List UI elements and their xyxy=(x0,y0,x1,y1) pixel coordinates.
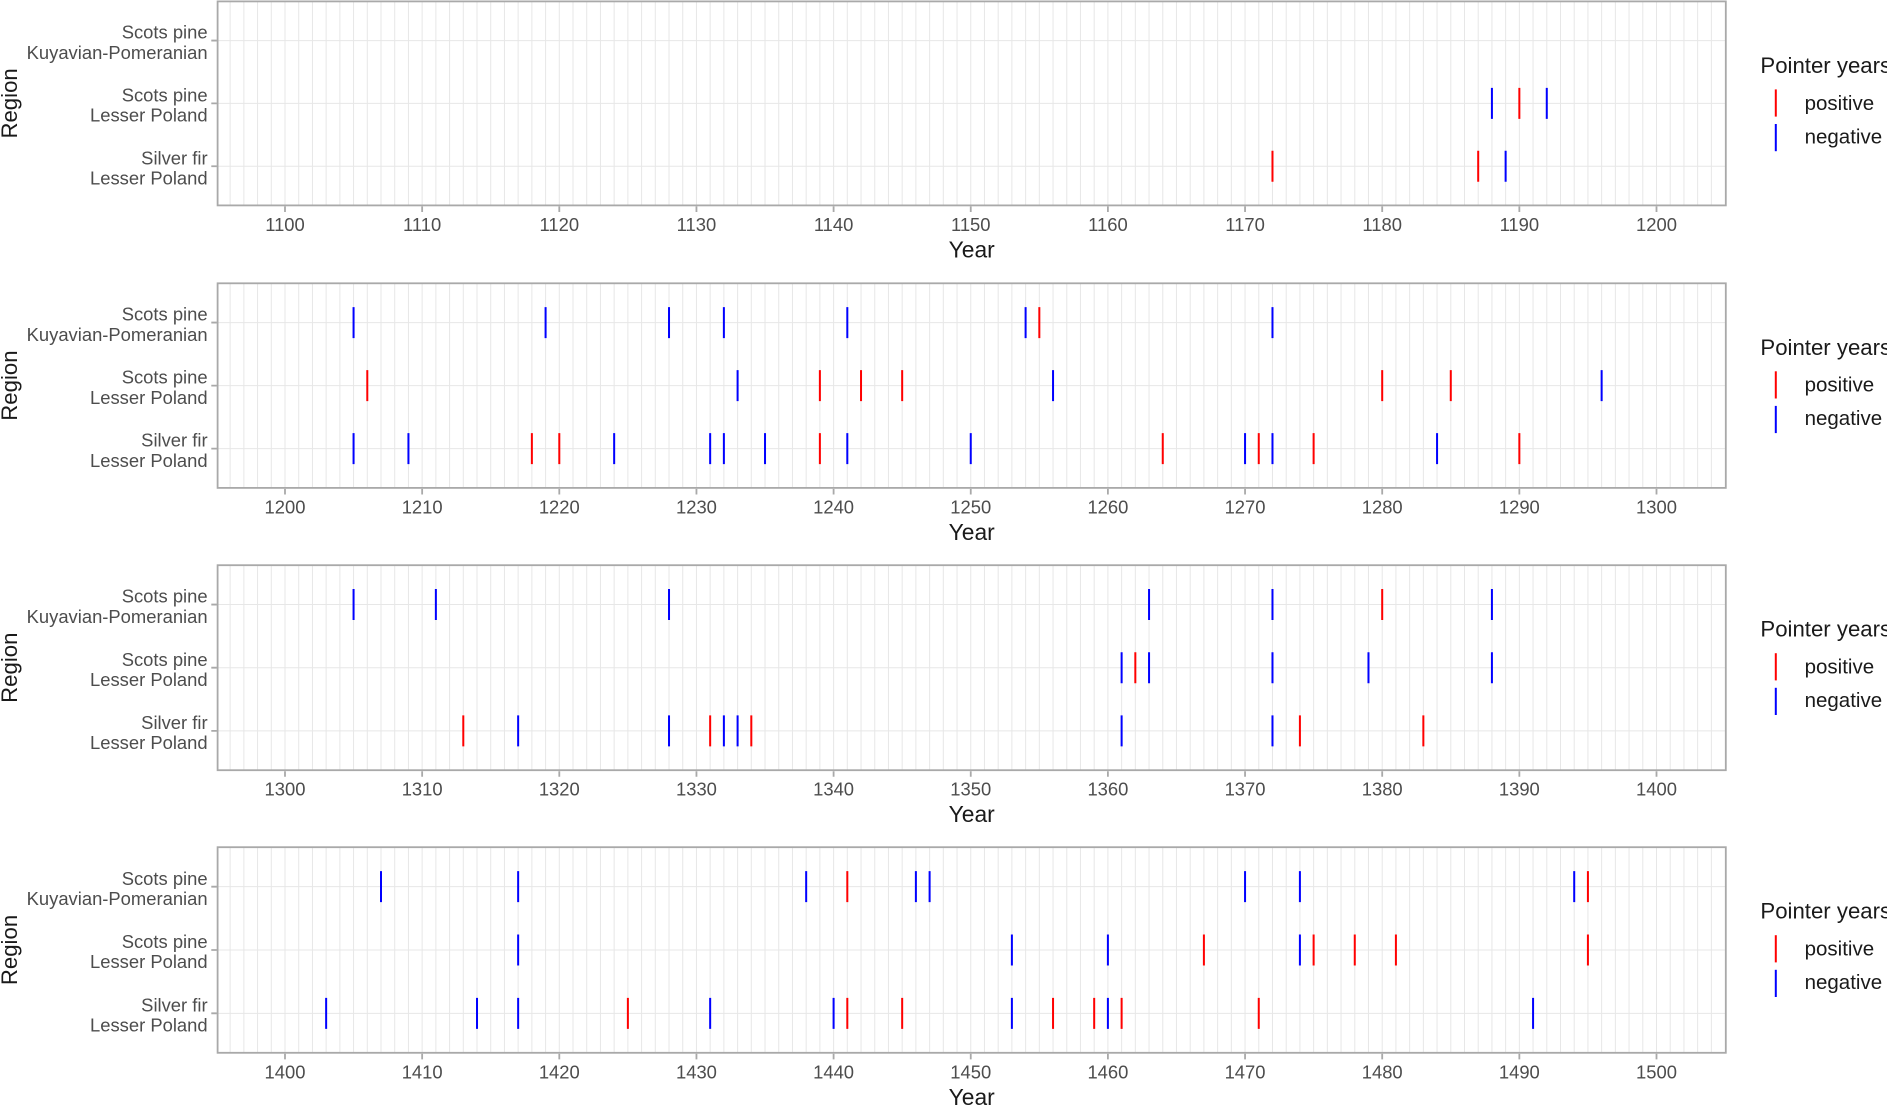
svg-text:1480: 1480 xyxy=(1362,1061,1403,1082)
svg-text:negative: negative xyxy=(1805,125,1883,148)
svg-text:Scots pine: Scots pine xyxy=(122,367,208,388)
svg-text:1120: 1120 xyxy=(540,214,580,235)
svg-text:Silver fir: Silver fir xyxy=(141,430,207,451)
svg-text:1460: 1460 xyxy=(1087,1061,1128,1082)
svg-text:Pointer years: Pointer years xyxy=(1760,899,1887,924)
svg-text:Kuyavian-Pomeranian: Kuyavian-Pomeranian xyxy=(27,606,208,627)
svg-text:1130: 1130 xyxy=(677,214,717,235)
svg-text:Kuyavian-Pomeranian: Kuyavian-Pomeranian xyxy=(27,888,208,909)
svg-text:Year: Year xyxy=(949,801,995,827)
svg-text:Year: Year xyxy=(949,236,995,262)
svg-text:positive: positive xyxy=(1805,92,1875,115)
svg-text:Scots pine: Scots pine xyxy=(122,22,208,43)
svg-text:1400: 1400 xyxy=(1636,779,1677,800)
svg-text:1200: 1200 xyxy=(265,496,306,517)
svg-text:Lesser Poland: Lesser Poland xyxy=(90,951,208,972)
svg-text:1250: 1250 xyxy=(950,496,991,517)
svg-text:1150: 1150 xyxy=(951,214,991,235)
svg-text:1270: 1270 xyxy=(1225,496,1266,517)
svg-text:1370: 1370 xyxy=(1225,779,1266,800)
svg-text:1450: 1450 xyxy=(950,1061,991,1082)
svg-text:1210: 1210 xyxy=(402,496,443,517)
svg-text:positive: positive xyxy=(1805,656,1875,679)
svg-text:Region: Region xyxy=(0,68,22,138)
svg-text:Lesser Poland: Lesser Poland xyxy=(90,387,208,408)
svg-text:1470: 1470 xyxy=(1225,1061,1266,1082)
svg-text:1160: 1160 xyxy=(1088,214,1128,235)
svg-text:1300: 1300 xyxy=(1636,496,1677,517)
svg-text:Lesser Poland: Lesser Poland xyxy=(90,105,208,126)
svg-text:Silver fir: Silver fir xyxy=(141,712,207,733)
svg-text:1190: 1190 xyxy=(1500,214,1540,235)
svg-text:1200: 1200 xyxy=(1636,214,1677,235)
svg-text:1320: 1320 xyxy=(539,779,580,800)
svg-text:1500: 1500 xyxy=(1636,1061,1677,1082)
svg-text:1300: 1300 xyxy=(265,779,306,800)
svg-text:1380: 1380 xyxy=(1362,779,1403,800)
svg-text:Scots pine: Scots pine xyxy=(122,868,208,889)
svg-text:Region: Region xyxy=(0,915,22,985)
svg-text:Pointer years: Pointer years xyxy=(1760,617,1887,642)
svg-text:1430: 1430 xyxy=(676,1061,717,1082)
svg-text:1400: 1400 xyxy=(265,1061,306,1082)
svg-text:Region: Region xyxy=(0,350,22,420)
svg-text:Silver fir: Silver fir xyxy=(141,147,207,168)
svg-text:1280: 1280 xyxy=(1362,496,1403,517)
svg-text:Region: Region xyxy=(0,633,22,703)
svg-text:negative: negative xyxy=(1805,971,1883,994)
svg-text:Lesser Poland: Lesser Poland xyxy=(90,450,208,471)
svg-text:1290: 1290 xyxy=(1499,496,1540,517)
svg-text:1340: 1340 xyxy=(813,779,854,800)
svg-text:negative: negative xyxy=(1805,689,1883,712)
svg-text:1100: 1100 xyxy=(265,214,305,235)
svg-text:Year: Year xyxy=(949,1084,995,1105)
svg-text:1230: 1230 xyxy=(676,496,717,517)
svg-text:1440: 1440 xyxy=(813,1061,854,1082)
svg-text:Lesser Poland: Lesser Poland xyxy=(90,1015,208,1036)
svg-text:negative: negative xyxy=(1805,407,1883,430)
svg-text:1330: 1330 xyxy=(676,779,717,800)
svg-text:1490: 1490 xyxy=(1499,1061,1540,1082)
svg-text:Pointer years: Pointer years xyxy=(1760,53,1887,78)
svg-text:1240: 1240 xyxy=(813,496,854,517)
svg-text:Lesser Poland: Lesser Poland xyxy=(90,732,208,753)
svg-text:1350: 1350 xyxy=(950,779,991,800)
svg-text:Scots pine: Scots pine xyxy=(122,304,208,325)
svg-text:1180: 1180 xyxy=(1362,214,1402,235)
svg-text:Kuyavian-Pomeranian: Kuyavian-Pomeranian xyxy=(27,42,208,63)
svg-text:1260: 1260 xyxy=(1087,496,1128,517)
svg-text:positive: positive xyxy=(1805,938,1875,961)
svg-text:1410: 1410 xyxy=(402,1061,443,1082)
svg-text:Scots pine: Scots pine xyxy=(122,931,208,952)
svg-text:1360: 1360 xyxy=(1087,779,1128,800)
svg-text:Lesser Poland: Lesser Poland xyxy=(90,167,208,188)
svg-text:Silver fir: Silver fir xyxy=(141,994,207,1015)
svg-text:positive: positive xyxy=(1805,374,1875,397)
svg-text:1390: 1390 xyxy=(1499,779,1540,800)
svg-text:1420: 1420 xyxy=(539,1061,580,1082)
svg-text:Scots pine: Scots pine xyxy=(122,586,208,607)
svg-text:Scots pine: Scots pine xyxy=(122,649,208,670)
svg-text:Year: Year xyxy=(949,519,995,545)
svg-text:1220: 1220 xyxy=(539,496,580,517)
svg-text:Kuyavian-Pomeranian: Kuyavian-Pomeranian xyxy=(27,324,208,345)
svg-text:Pointer years: Pointer years xyxy=(1760,335,1887,360)
svg-text:1310: 1310 xyxy=(402,779,443,800)
svg-text:1170: 1170 xyxy=(1225,214,1265,235)
svg-text:Scots pine: Scots pine xyxy=(122,85,208,106)
svg-text:1110: 1110 xyxy=(403,214,441,235)
svg-text:Lesser Poland: Lesser Poland xyxy=(90,669,208,690)
svg-text:1140: 1140 xyxy=(814,214,854,235)
